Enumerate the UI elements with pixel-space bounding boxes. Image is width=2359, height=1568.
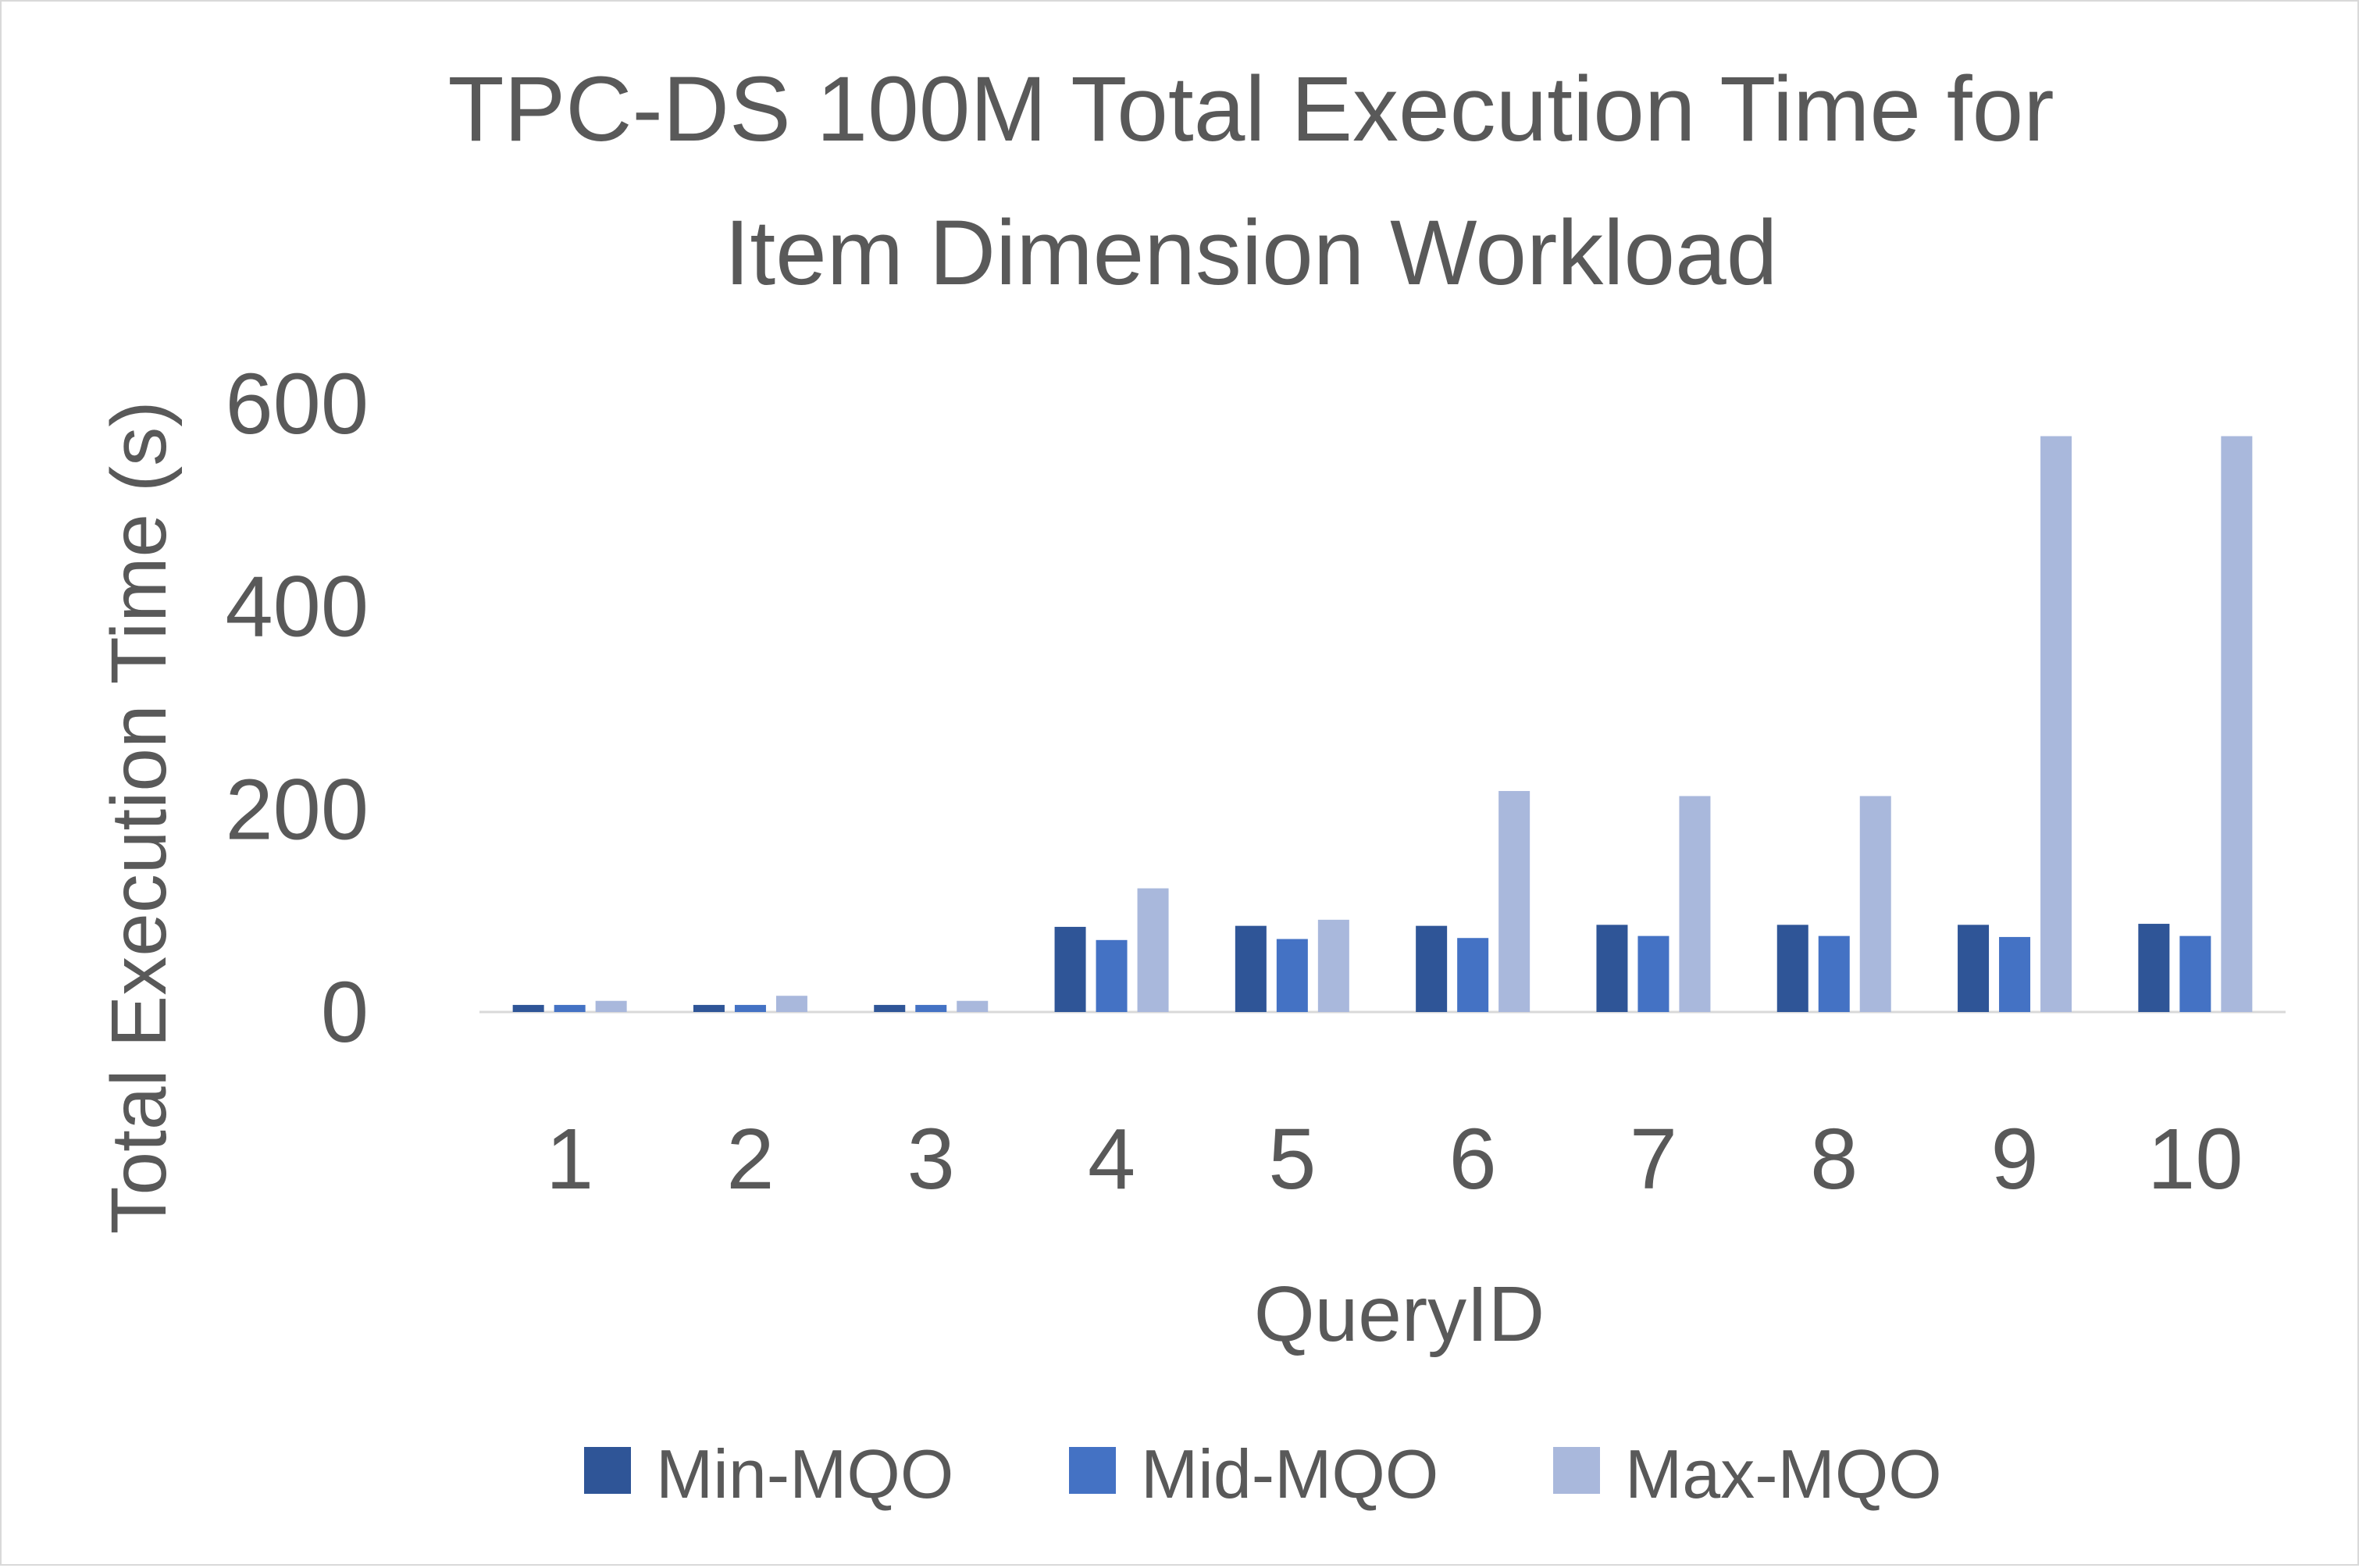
x-tick-label: 3 xyxy=(907,1111,955,1207)
bar-min-mqo-query-1 xyxy=(512,1004,544,1012)
x-tick-label: 8 xyxy=(1810,1111,1858,1207)
bar-max-mqo-query-8 xyxy=(1859,796,1891,1012)
x-tick-label: 10 xyxy=(2147,1111,2243,1207)
bar-min-mqo-query-9 xyxy=(1958,925,1990,1012)
x-tick-label: 5 xyxy=(1268,1111,1316,1207)
x-tick-label: 4 xyxy=(1088,1111,1135,1207)
bar-max-mqo-query-6 xyxy=(1498,790,1530,1012)
legend-label: Max-MQO xyxy=(1625,1435,1942,1513)
legend-label: Mid-MQO xyxy=(1141,1435,1438,1513)
bar-min-mqo-query-3 xyxy=(874,1004,906,1012)
legend-label: Min-MQO xyxy=(656,1435,953,1513)
bar-mid-mqo-query-3 xyxy=(915,1004,947,1012)
bar-min-mqo-query-5 xyxy=(1235,925,1267,1012)
chart-title-line-2: Item Dimension Workload xyxy=(725,201,1778,305)
bar-max-mqo-query-7 xyxy=(1679,796,1711,1012)
bar-min-mqo-query-8 xyxy=(1776,925,1808,1012)
bar-min-mqo-query-2 xyxy=(693,1004,725,1012)
bar-max-mqo-query-10 xyxy=(2221,436,2253,1012)
bar-mid-mqo-query-9 xyxy=(1999,936,2031,1012)
legend: Min-MQO Mid-MQO Max-MQO xyxy=(584,1435,1942,1513)
bar-mid-mqo-query-5 xyxy=(1276,939,1308,1012)
bar-max-mqo-query-4 xyxy=(1137,888,1169,1012)
legend-swatch-max-mqo xyxy=(1553,1447,1600,1494)
bar-min-mqo-query-4 xyxy=(1054,926,1086,1012)
bar-mid-mqo-query-4 xyxy=(1096,939,1128,1012)
bar-mid-mqo-query-2 xyxy=(734,1004,766,1012)
bar-mid-mqo-query-1 xyxy=(554,1004,586,1012)
y-tick-label: 600 xyxy=(225,356,369,452)
bar-min-mqo-query-6 xyxy=(1416,925,1448,1012)
bar-max-mqo-query-5 xyxy=(1317,919,1349,1012)
bar-max-mqo-query-3 xyxy=(957,1000,989,1012)
x-tick-label: 9 xyxy=(1990,1111,2038,1207)
y-tick-label: 400 xyxy=(225,559,369,655)
x-tick-labels: 1 2 3 4 5 6 7 8 9 10 xyxy=(546,1111,2243,1207)
legend-swatch-min-mqo xyxy=(584,1447,631,1494)
x-axis-title: QueryID xyxy=(1254,1270,1545,1358)
y-tick-labels: 0 200 400 600 xyxy=(225,356,369,1060)
bar-mid-mqo-query-8 xyxy=(1818,935,1850,1012)
bar-min-mqo-query-10 xyxy=(2138,924,2170,1012)
bar-max-mqo-query-1 xyxy=(595,1000,627,1012)
x-tick-label: 1 xyxy=(546,1111,593,1207)
bar-mid-mqo-query-6 xyxy=(1457,938,1489,1012)
bar-mid-mqo-query-7 xyxy=(1637,935,1669,1012)
bar-max-mqo-query-9 xyxy=(2040,436,2072,1012)
bar-min-mqo-query-7 xyxy=(1596,925,1628,1012)
y-tick-label: 0 xyxy=(321,964,369,1060)
x-tick-label: 7 xyxy=(1630,1111,1677,1207)
x-tick-label: 6 xyxy=(1449,1111,1497,1207)
bar-mid-mqo-query-10 xyxy=(2179,935,2211,1012)
y-tick-label: 200 xyxy=(225,761,369,857)
x-tick-label: 2 xyxy=(726,1111,774,1207)
chart-title-line-1: TPC-DS 100M Total Execution Time for xyxy=(447,58,2054,161)
y-axis-title: Total Execution Time (s) xyxy=(95,401,183,1234)
bar-max-mqo-query-2 xyxy=(775,996,807,1012)
bar-series-group xyxy=(512,436,2253,1012)
legend-swatch-mid-mqo xyxy=(1069,1447,1116,1494)
